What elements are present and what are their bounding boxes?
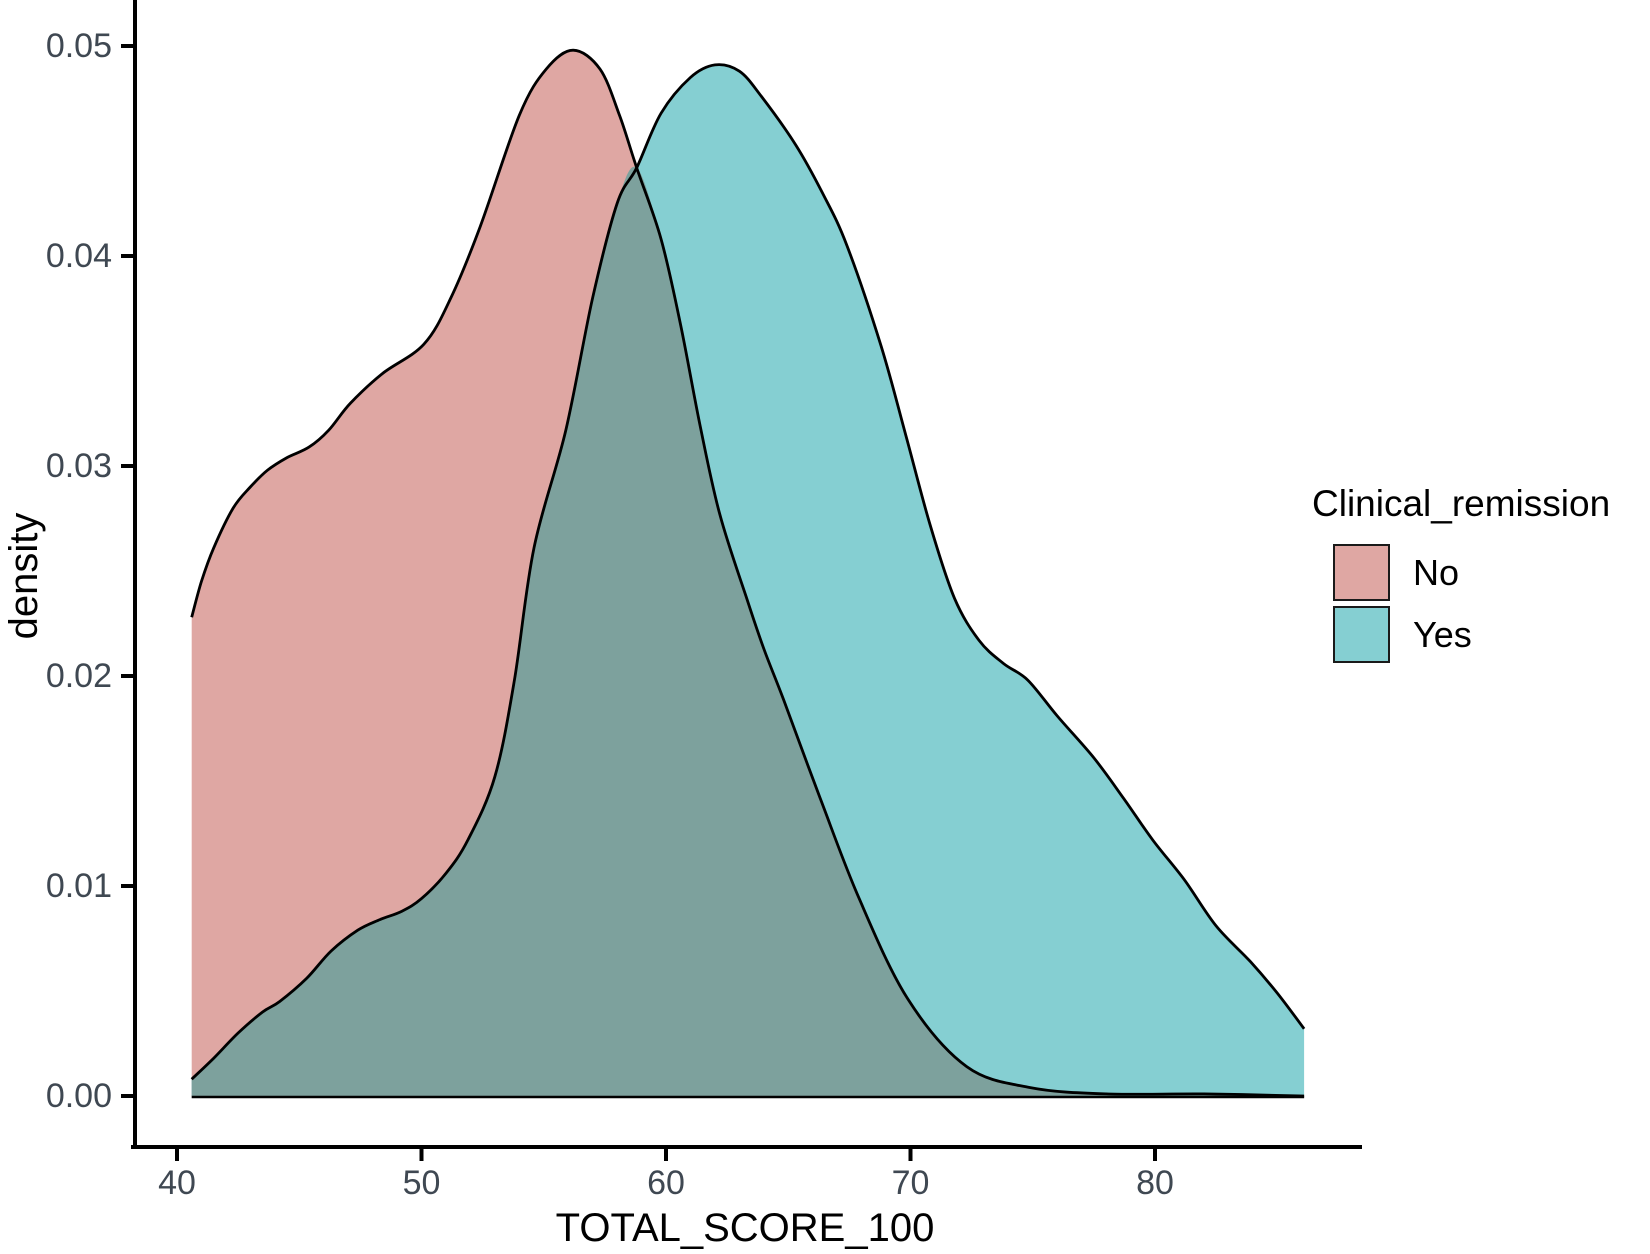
y-tick-mark: [121, 1094, 133, 1098]
x-tick-mark: [175, 1149, 179, 1161]
legend: Clinical_remission No Yes: [1312, 484, 1650, 668]
legend-label-no: No: [1413, 551, 1460, 593]
x-tick-mark: [908, 1149, 913, 1161]
x-axis-line: [131, 1145, 1362, 1149]
density-outline-yes: [190, 63, 1306, 1081]
y-tick-mark: [121, 884, 133, 888]
density-area-overlap: [191, 166, 1305, 1096]
y-axis-title: density: [2, 512, 46, 640]
x-tick-label: 70: [891, 1164, 930, 1202]
y-tick-label: 0.03: [45, 447, 112, 485]
y-tick-mark: [121, 44, 133, 48]
y-tick-label: 0.00: [45, 1077, 112, 1115]
x-tick-label: 80: [1136, 1164, 1174, 1202]
y-tick-label: 0.01: [45, 867, 112, 905]
legend-swatch-no: [1333, 544, 1390, 601]
y-tick-mark: [121, 254, 133, 258]
y-tick-label: 0.02: [45, 657, 112, 695]
x-tick-mark: [664, 1149, 668, 1161]
x-tick-label: 60: [647, 1164, 685, 1202]
y-tick-label: 0.04: [45, 237, 112, 275]
legend-swatch-yes: [1333, 606, 1390, 663]
x-tick-label: 40: [158, 1164, 196, 1202]
y-tick-mark: [121, 674, 133, 678]
x-tick-mark: [419, 1149, 424, 1161]
y-tick-mark: [121, 464, 133, 468]
legend-title: Clinical_remission: [1312, 483, 1611, 524]
legend-item-yes: Yes: [1333, 606, 1650, 663]
x-tick-mark: [1153, 1149, 1157, 1161]
y-tick-label: 0.05: [45, 27, 112, 65]
x-tick-label: 50: [402, 1164, 441, 1202]
legend-label-yes: Yes: [1413, 613, 1472, 655]
x-axis-title: TOTAL_SCORE_100: [555, 1206, 935, 1250]
y-axis-line: [133, 0, 137, 1149]
legend-item-no: No: [1333, 544, 1650, 601]
density-outline-no: [190, 48, 1305, 1098]
